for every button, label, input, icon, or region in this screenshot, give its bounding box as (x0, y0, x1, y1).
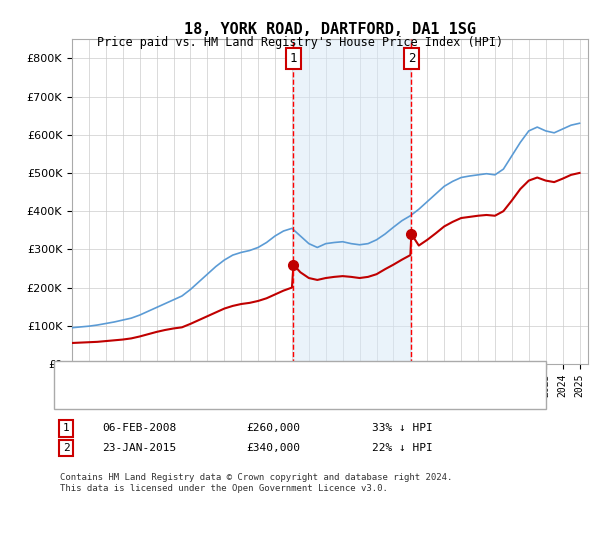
Text: 1: 1 (62, 423, 70, 433)
Text: 1: 1 (290, 52, 297, 65)
Text: Price paid vs. HM Land Registry's House Price Index (HPI): Price paid vs. HM Land Registry's House … (97, 36, 503, 49)
Text: 23-JAN-2015: 23-JAN-2015 (102, 443, 176, 453)
Text: 18, YORK ROAD, DARTFORD, DA1 1SG (detached house): 18, YORK ROAD, DARTFORD, DA1 1SG (detach… (138, 373, 444, 383)
Text: 2: 2 (62, 443, 70, 453)
Text: £260,000: £260,000 (246, 423, 300, 433)
Text: 22% ↓ HPI: 22% ↓ HPI (372, 443, 433, 453)
Bar (293, 39, 412, 364)
Text: Contains HM Land Registry data © Crown copyright and database right 2024.
This d: Contains HM Land Registry data © Crown c… (60, 473, 452, 493)
Text: 33% ↓ HPI: 33% ↓ HPI (372, 423, 433, 433)
Text: ─────: ───── (78, 371, 115, 385)
Text: HPI: Average price, detached house, Dartford: HPI: Average price, detached house, Dart… (138, 390, 413, 400)
Text: 2: 2 (407, 52, 415, 65)
Text: £340,000: £340,000 (246, 443, 300, 453)
Title: 18, YORK ROAD, DARTFORD, DA1 1SG: 18, YORK ROAD, DARTFORD, DA1 1SG (184, 22, 476, 36)
Text: 06-FEB-2008: 06-FEB-2008 (102, 423, 176, 433)
Text: ─────: ───── (78, 388, 115, 402)
